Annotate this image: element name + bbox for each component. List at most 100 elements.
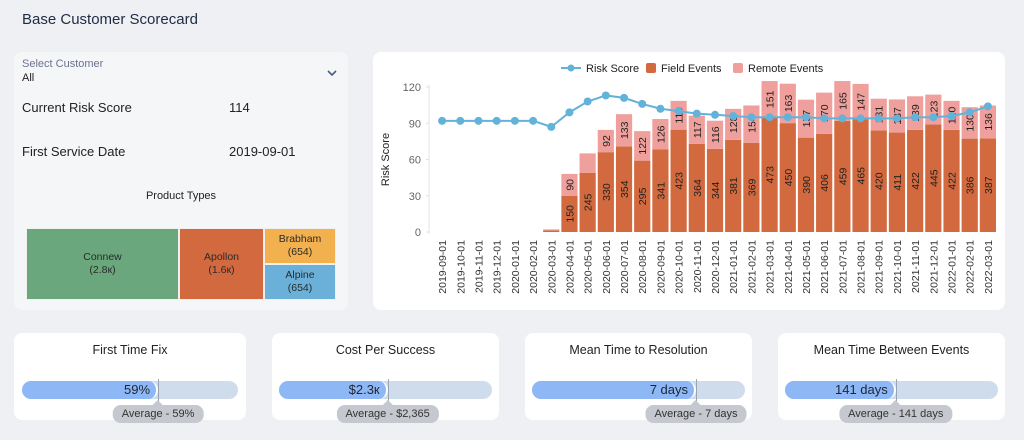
treemap-tile-brabham[interactable]: Brabham (654)	[264, 228, 336, 264]
tile-value: (2.8к)	[89, 264, 116, 276]
x-tick-label: 2021-01-01	[728, 240, 740, 294]
field-events-label: 422	[910, 172, 922, 190]
x-tick-label: 2020-04-01	[564, 240, 576, 294]
x-tick-label: 2021-12-01	[928, 240, 940, 294]
risk-score-point	[583, 97, 592, 106]
kpi-card-first-time-fix: First Time Fix 59% Average - 59%	[14, 333, 246, 423]
remote-events-bar	[597, 129, 614, 153]
risk-score-point	[674, 107, 683, 116]
treemap-tile-apollon[interactable]: Apollon (1.6к)	[179, 228, 264, 300]
treemap-tile-alpine[interactable]: Alpine (654)	[264, 264, 336, 300]
x-tick-label: 2021-03-01	[765, 240, 777, 294]
x-tick-label: 2021-02-01	[746, 240, 758, 294]
risk-score-point	[838, 114, 847, 123]
x-tick-label: 2020-12-01	[710, 240, 722, 294]
risk-score-point	[620, 93, 629, 102]
tile-name: Connew	[83, 251, 122, 263]
legend-field-events-swatch	[646, 63, 656, 73]
field-events-label: 459	[837, 168, 849, 186]
remote-events-bar	[979, 105, 996, 139]
remote-events-bar	[670, 100, 687, 130]
remote-events-bar	[615, 114, 633, 147]
tile-name: Apollon	[203, 251, 240, 263]
field-events-label: 445	[928, 169, 940, 187]
field-events-label: 387	[983, 176, 995, 194]
risk-score-point	[820, 114, 829, 123]
chevron-down-icon[interactable]	[326, 68, 338, 78]
field-events-label: 411	[892, 174, 904, 191]
x-tick-label: 2022-01-01	[947, 240, 959, 294]
remote-events-bar	[561, 173, 578, 196]
field-events-label: 386	[965, 176, 977, 194]
kpi-average-badge: Average - $2,365	[336, 400, 439, 423]
risk-score-point	[801, 113, 810, 122]
y-tick-label: 30	[409, 191, 421, 203]
x-tick-label: 2022-03-01	[983, 240, 995, 294]
risk-score-point	[438, 116, 447, 125]
x-tick-label: 2021-04-01	[783, 240, 795, 294]
remote-events-label: 116	[710, 126, 722, 143]
field-events-bar	[888, 132, 906, 232]
customer-summary-panel: Select Customer All Current Risk Score 1…	[14, 52, 348, 310]
y-tick-label: 60	[409, 155, 421, 167]
x-tick-label: 2021-07-01	[837, 240, 849, 294]
field-events-label: 354	[619, 180, 631, 198]
legend-risk-score-dot	[567, 64, 575, 72]
current-risk-score-label: Current Risk Score	[22, 100, 132, 115]
field-events-label: 406	[819, 174, 831, 192]
kpi-title: First Time Fix	[92, 343, 168, 357]
customer-select-value[interactable]: All	[22, 72, 35, 84]
kpi-progress-track: 7 days	[532, 381, 745, 399]
field-events-bar	[634, 160, 651, 232]
kpi-card-mean-time-to-resolution: Mean Time to Resolution 7 days Average -…	[525, 333, 752, 423]
kpi-average-badge: Average - 7 days	[645, 400, 747, 423]
kpi-card-cost-per-success: Cost Per Success $2.3к Average - $2,365	[272, 333, 499, 423]
field-events-label: 369	[746, 178, 758, 196]
treemap-tile-connew[interactable]: Connew (2.8к)	[26, 228, 179, 300]
field-events-label: 341	[655, 182, 667, 200]
risk-events-chart: Risk Score Field Events Remote Events 0 30 6…	[380, 63, 996, 294]
field-events-bar	[561, 195, 578, 232]
field-events-label: 450	[783, 169, 795, 187]
field-events-label: 364	[692, 179, 704, 197]
x-tick-label: 2019-09-01	[437, 240, 449, 294]
risk-score-point	[929, 113, 938, 122]
y-tick-label: 0	[415, 227, 421, 239]
x-tick-label: 2020-02-01	[528, 240, 540, 294]
legend-remote-events-swatch	[733, 63, 743, 73]
field-events-bar	[615, 146, 633, 232]
risk-score-point	[747, 113, 756, 122]
kpi-average-marker	[387, 379, 389, 405]
field-events-label: 245	[583, 193, 595, 211]
kpi-average-marker	[895, 379, 897, 405]
kpi-average-marker	[158, 379, 160, 405]
field-events-label: 390	[801, 176, 813, 194]
field-events-bar	[743, 142, 760, 232]
risk-score-point	[456, 116, 465, 125]
tile-value: (654)	[287, 246, 313, 258]
kpi-progress-fill: $2.3к	[279, 381, 388, 399]
remote-events-bar	[816, 92, 833, 134]
remote-events-label: 126	[655, 125, 667, 143]
remote-events-bar	[852, 83, 869, 120]
first-service-date-value: 2019-09-01	[229, 144, 296, 159]
risk-score-point	[547, 122, 556, 131]
remote-events-bar	[652, 119, 669, 150]
field-events-label: 330	[601, 183, 613, 201]
field-events-bar	[961, 138, 978, 232]
risk-score-point	[947, 112, 956, 120]
y-axis-title: Risk Score	[380, 133, 392, 186]
x-tick-label: 2020-06-01	[601, 240, 613, 294]
risk-score-point	[783, 113, 792, 122]
product-types-title: Product Types	[145, 190, 217, 202]
remote-events-bar	[961, 107, 978, 139]
risk-score-point	[529, 116, 538, 125]
field-events-bar	[597, 152, 614, 232]
field-events-bar	[870, 130, 887, 232]
x-tick-label: 2020-01-01	[510, 240, 522, 294]
field-events-label: 381	[728, 177, 740, 195]
x-tick-label: 2020-09-01	[655, 240, 667, 294]
remote-events-label: 128	[728, 115, 740, 133]
field-events-bar	[816, 133, 833, 232]
field-events-label: 465	[856, 167, 868, 185]
